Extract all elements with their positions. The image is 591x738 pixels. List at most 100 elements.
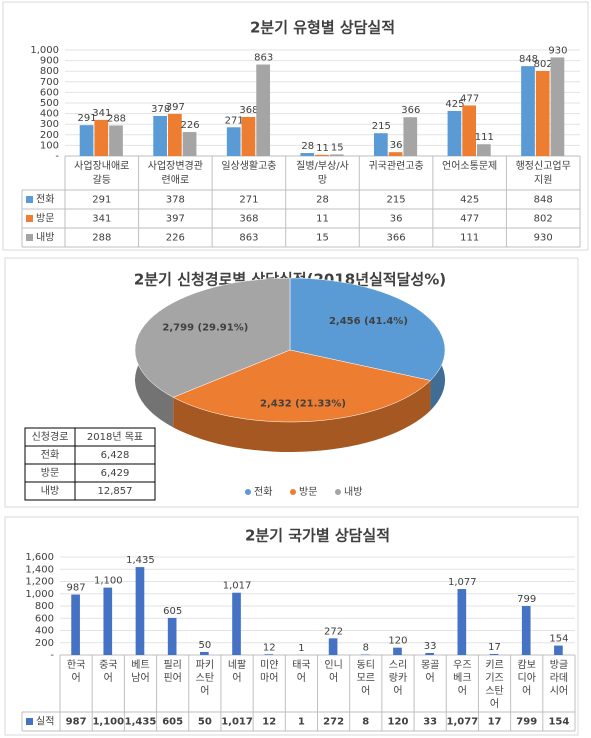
table-value: 1,435 [125,717,157,728]
category-label: 키르 기즈 스탄 어 [485,659,503,710]
category-label: 몽골 어 [421,659,439,684]
table-value: 863 [239,233,258,244]
data-label: 15 [331,142,344,153]
y-tick-label: - [50,650,54,661]
table-value: 8 [362,717,369,728]
data-label: 477 [460,93,479,104]
data-label: 930 [548,45,567,56]
data-label: 291 [78,113,97,124]
y-tick-label: 200 [35,638,54,649]
data-label: 987 [67,583,86,594]
y-tick-label: 600 [35,613,54,624]
y-tick-label: 800 [40,66,59,77]
bar [264,654,274,655]
table-value: 1,100 [92,717,124,728]
data-label: 33 [424,641,437,652]
table-value: 397 [166,214,185,225]
y-tick-label: 400 [35,626,54,637]
data-label: 366 [401,105,420,116]
data-label: 799 [517,594,536,605]
y-tick-label: 700 [40,77,59,88]
y-tick-label: 200 [40,130,59,141]
table-value: 1,077 [447,717,479,728]
slice [289,277,446,381]
bar [71,594,80,655]
table-value: 120 [388,717,409,728]
bar [388,152,403,156]
data-label: 2,456 (41.4%) [329,316,408,327]
table-cell: 방문 [41,467,59,479]
data-label: 28 [301,141,314,152]
legend-label: 전화 [36,194,54,206]
data-label: 50 [198,640,211,651]
y-tick-label: 1,000 [25,589,54,600]
category-label: 사업장변경관 련애로 [148,159,203,186]
legend-label: 실적 [36,716,54,728]
data-label: 215 [372,121,391,132]
category-label: 베트 남어 [131,659,149,684]
slice-side [173,380,431,452]
category-label: 일상생활고충 [221,159,276,172]
bar [462,105,476,156]
data-label: 17 [488,642,501,653]
table-cell: 신청경로 [32,430,69,443]
table-value: 799 [516,717,537,728]
category-label: 캄보 디아 어 [518,659,536,697]
data-label: 863 [254,53,273,64]
table-value: 987 [66,717,87,728]
table-value: 288 [92,233,111,244]
table-value: 111 [460,233,479,244]
category-label: 질병/부상/사 망 [296,160,349,186]
table-value: 271 [239,195,258,206]
bar [477,144,491,156]
legend-swatch [245,489,251,495]
panel [4,516,579,736]
legend-label: 방문 [299,486,317,498]
bar [374,133,388,156]
y-tick-label: 1,000 [30,45,59,56]
data-label: 1 [298,643,304,654]
bar [232,592,241,655]
table-value: 36 [390,214,403,225]
category-label: 행정신고업무 지원 [516,159,571,186]
bar [554,645,563,655]
data-label: 848 [519,54,538,65]
bar [94,119,109,156]
table-value: 802 [534,214,553,225]
bar [79,125,94,156]
data-label: 2,432 (21.33%) [260,398,346,409]
category-label: 방글 라데 시어 [550,659,568,697]
y-tick-label: 1,400 [25,564,54,575]
data-label: 2,799 (29.91%) [162,323,248,334]
category-label: 파키 스탄 어 [196,659,214,697]
bar [328,638,338,655]
table-value: 215 [387,195,406,206]
category-label: 사업장내애로 갈등 [74,159,129,186]
bar [489,653,499,655]
bar [226,127,241,156]
data-label: 8 [363,643,369,654]
category-label: 동티 모르 어 [357,659,375,697]
data-label: 154 [549,634,568,645]
table-value: 17 [488,717,502,728]
bar [109,125,123,156]
bar [521,606,531,655]
table-cell: 6,428 [101,450,130,461]
data-label: 1,017 [223,581,252,592]
data-label: 11 [316,143,329,154]
category-label: 한국 어 [67,659,85,684]
legend-swatch [290,489,296,495]
category-label: 우즈 베크 어 [453,659,471,697]
y-tick-label: 1,200 [25,577,54,588]
legend-swatch [335,489,341,495]
y-tick-label: 300 [40,119,59,130]
legend-label: 방문 [36,213,54,225]
slice [172,349,431,423]
y-tick-label: - [55,151,59,162]
y-tick-label: 100 [40,140,59,151]
table-value: 930 [534,233,553,244]
table-cell: 6,429 [101,468,130,479]
category-label: 태국 어 [292,659,310,684]
table-value: 1 [298,717,305,728]
